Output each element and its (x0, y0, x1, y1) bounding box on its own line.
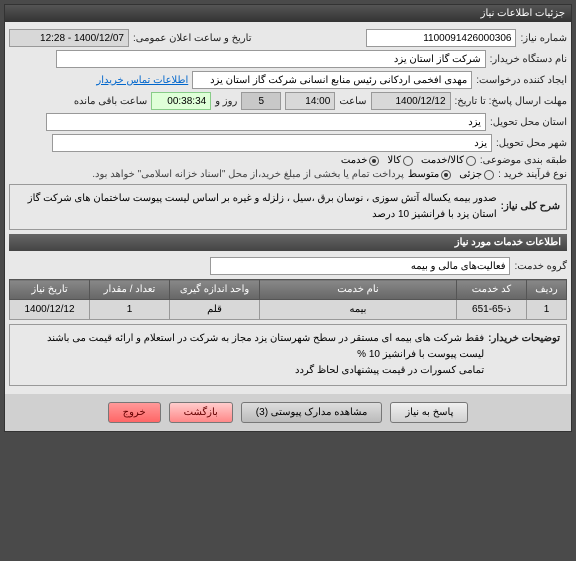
countdown-timer: 00:38:34 (151, 92, 211, 110)
process-label: نوع فرآیند خرید : (498, 169, 567, 180)
td-row: 1 (527, 300, 567, 320)
buyer-field: شرکت گاز استان یزد (56, 50, 486, 68)
exit-button[interactable]: خروج (108, 402, 161, 423)
creator-field: مهدی افخمی اردکانی رئیس منابع انسانی شرک… (192, 71, 472, 89)
province-label: استان محل تحویل: (490, 117, 567, 128)
respond-button[interactable]: پاسخ به نیاز (390, 402, 468, 423)
city-field: یزد (52, 134, 492, 152)
td-name: بیمه (260, 300, 457, 320)
radio-partial-label: جزئی (459, 169, 482, 180)
radio-medium-label: متوسط (408, 169, 439, 180)
td-unit: قلم (170, 300, 260, 320)
attachments-button[interactable]: مشاهده مدارک پیوستی (3) (241, 402, 383, 423)
th-row: ردیف (527, 280, 567, 300)
buyer-label: نام دستگاه خریدار: (490, 54, 567, 65)
city-label: شهر محل تحویل: (496, 138, 567, 149)
days-label: روز و (215, 96, 237, 107)
desc-text: صدور بیمه یکساله آتش سوزی ، نوسان برق ،س… (16, 191, 497, 223)
th-qty: تعداد / مقدار (90, 280, 170, 300)
province-field: یزد (46, 113, 486, 131)
radio-goods[interactable] (403, 156, 413, 166)
services-section-header: اطلاعات خدمات مورد نیاز (9, 234, 567, 251)
process-radio-group: جزئی متوسط (408, 169, 494, 180)
req-no-label: شماره نیاز: (520, 33, 567, 44)
td-qty: 1 (90, 300, 170, 320)
radio-partial[interactable] (484, 170, 494, 180)
services-table: ردیف کد خدمت نام خدمت واحد اندازه گیری ت… (9, 279, 567, 320)
creator-label: ایجاد کننده درخواست: (476, 75, 567, 86)
th-date: تاریخ نیاز (10, 280, 90, 300)
timer-label: ساعت باقی مانده (74, 96, 147, 107)
window-title: جزئیات اطلاعات نیاز (5, 5, 571, 22)
notes-line-3: تمامی کسورات در قیمت پیشنهادی لحاظ گردد (16, 363, 484, 379)
deadline-time-field: 14:00 (285, 92, 335, 110)
req-no-field: 1100091426000306 (366, 29, 516, 47)
days-field: 5 (241, 92, 281, 110)
table-row[interactable]: 1 ذ-65-651 بیمه قلم 1 1400/12/12 (10, 300, 567, 320)
notes-line-2: لیست پیوست با فرانشیز 10 % (16, 347, 484, 363)
process-note: پرداخت تمام یا بخشی از مبلغ خرید،از محل … (92, 169, 404, 180)
td-code: ذ-65-651 (457, 300, 527, 320)
button-bar: پاسخ به نیاز مشاهده مدارک پیوستی (3) باز… (5, 394, 571, 431)
buyer-notes-box: توضیحات خریدار: فقط شرکت های بیمه ای مست… (9, 324, 567, 386)
category-label: طبقه بندی موضوعی: (480, 155, 567, 166)
radio-medium[interactable] (441, 170, 451, 180)
category-radio-group: کالا/خدمت کالا خدمت (341, 155, 476, 166)
radio-both[interactable] (466, 156, 476, 166)
table-header-row: ردیف کد خدمت نام خدمت واحد اندازه گیری ت… (10, 280, 567, 300)
radio-service[interactable] (369, 156, 379, 166)
deadline-date-field: 1400/12/12 (371, 92, 451, 110)
notes-label: توضیحات خریدار: (488, 331, 560, 347)
time-label-1: ساعت (339, 96, 366, 107)
th-name: نام خدمت (260, 280, 457, 300)
pub-date-field: 1400/12/07 - 12:28 (9, 29, 129, 47)
radio-goods-label: کالا (387, 155, 401, 166)
th-unit: واحد اندازه گیری (170, 280, 260, 300)
pub-date-label: تاریخ و ساعت اعلان عمومی: (133, 33, 252, 44)
radio-service-label: خدمت (341, 155, 368, 166)
description-box: شرح کلی نیاز: صدور بیمه یکساله آتش سوزی … (9, 184, 567, 230)
desc-label: شرح کلی نیاز: (501, 199, 560, 215)
radio-both-label: کالا/خدمت (421, 155, 464, 166)
th-code: کد خدمت (457, 280, 527, 300)
service-group-label: گروه خدمت: (514, 261, 567, 272)
back-button[interactable]: بازگشت (169, 402, 233, 423)
service-group-field: فعالیت‌های مالی و بیمه (210, 257, 510, 275)
td-date: 1400/12/12 (10, 300, 90, 320)
contact-link[interactable]: اطلاعات تماس خریدار (96, 75, 188, 86)
deadline-label: مهلت ارسال پاسخ: تا تاریخ: (455, 96, 567, 107)
notes-line-1: فقط شرکت های بیمه ای مستقر در سطح شهرستا… (16, 331, 484, 347)
